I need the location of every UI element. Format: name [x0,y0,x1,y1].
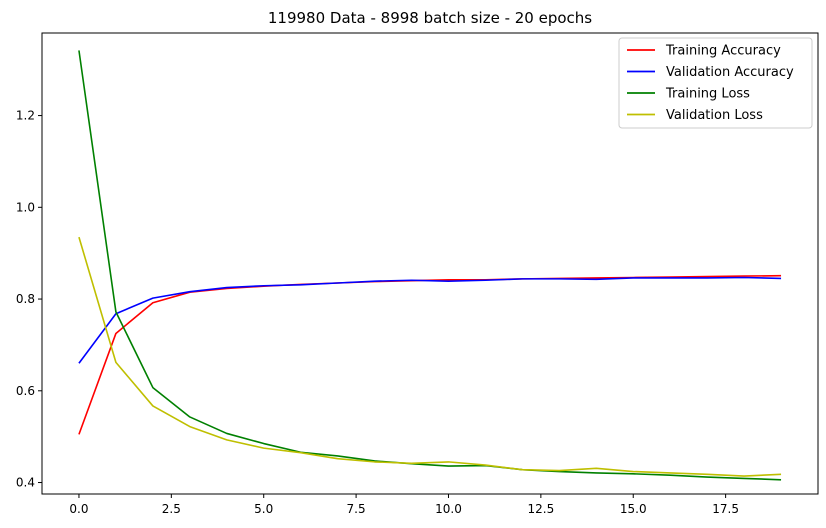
x-tick-label: 7.5 [347,502,366,516]
legend-label-training-accuracy: Training Accuracy [665,44,781,59]
x-tick-label: 17.5 [712,502,739,516]
x-tick-label: 5.0 [254,502,273,516]
series-line-validation-accuracy [78,276,782,364]
x-tick-label: 12.5 [527,502,554,516]
series-layer [78,50,782,481]
y-tick-label: 0.6 [16,384,35,398]
series-line-training-accuracy [78,274,782,435]
series-line-training-loss [78,50,782,481]
chart-title: 119980 Data - 8998 batch size - 20 epoch… [268,9,592,27]
legend-label-validation-accuracy: Validation Accuracy [666,65,794,80]
y-tick-label: 0.8 [16,292,35,306]
y-tick-label: 1.2 [16,109,35,123]
legend-box [618,37,813,129]
x-tick-label: 2.5 [162,502,181,516]
plot-frame [41,32,819,495]
legend-label-validation-loss: Validation Loss [666,108,763,123]
x-tick-label: 15.0 [620,502,647,516]
x-tick-label: 0.0 [69,502,88,516]
y-tick-label: 0.4 [16,476,35,490]
y-tick-label: 1.0 [16,200,35,214]
axes: 0.0 2.5 5.0 7.5 10.0 12.5 15.0 17.5 0.4 0.6 0.8 1.0… [16,32,819,516]
series-line-validation-loss [78,236,782,477]
legend: Training Accuracy Validation Accuracy Trai… [618,37,813,129]
x-tick-label: 10.0 [435,502,462,516]
legend-label-training-loss: Training Loss [665,87,750,102]
